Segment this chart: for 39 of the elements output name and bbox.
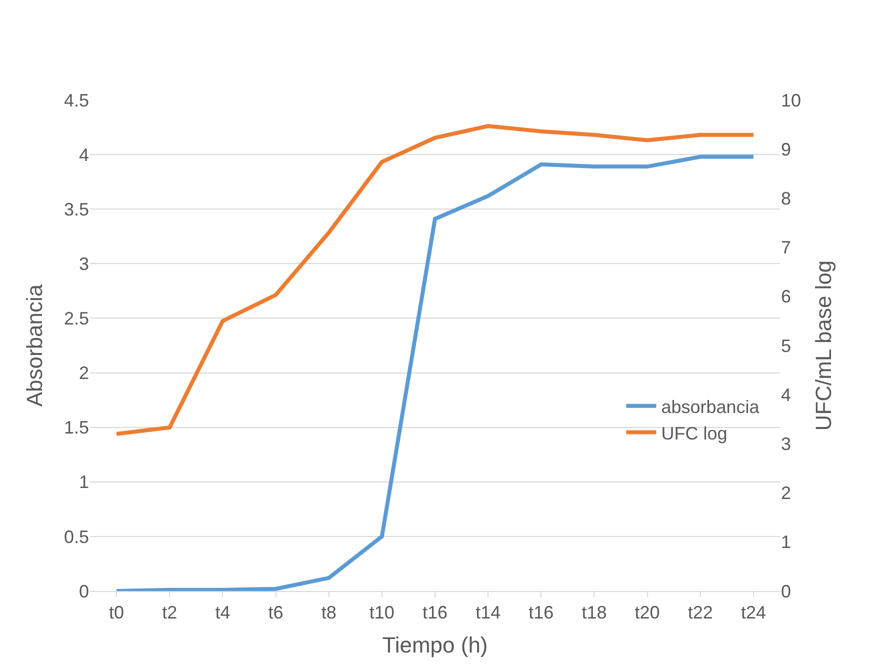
y-tick-label: 1 — [78, 472, 89, 492]
legend-label: absorbancia — [661, 396, 760, 417]
legend-label: UFC log — [661, 423, 728, 444]
x-tick-label: t6 — [268, 602, 284, 623]
x-axis-title: Tiempo (h) — [382, 632, 488, 658]
y-tick-label: 4 — [78, 144, 89, 165]
y-tick-label: 2 — [78, 363, 89, 384]
y2-tick-label: 0 — [781, 581, 792, 602]
y-tick-label: 4.5 — [64, 90, 89, 110]
y-tick-label: 3 — [78, 254, 89, 274]
y-tick-label: 0 — [78, 581, 89, 602]
y2-tick-label: 8 — [781, 188, 792, 208]
y-axis-title: Absorbancia — [22, 284, 47, 407]
x-tick-label: t24 — [740, 602, 766, 623]
x-tick-label: t22 — [688, 602, 713, 623]
x-tick-label: t16 — [422, 602, 448, 623]
x-tick-label: t2 — [162, 602, 178, 623]
x-tick-label: t0 — [109, 602, 124, 623]
y2-tick-label: 10 — [781, 90, 802, 110]
y-tick-label: 2.5 — [64, 308, 89, 329]
y2-tick-label: 2 — [781, 483, 792, 504]
y2-tick-label: 6 — [781, 286, 792, 307]
y2-tick-label: 7 — [781, 238, 792, 258]
x-tick-label: t20 — [634, 602, 660, 623]
y2-tick-label: 9 — [781, 139, 792, 160]
y-tick-label: 1.5 — [64, 418, 89, 438]
y2-axis-title: UFC/mL base log — [810, 260, 836, 431]
y2-tick-label: 1 — [781, 532, 792, 552]
x-tick-label: t8 — [321, 602, 336, 623]
x-tick-label: t4 — [215, 602, 230, 623]
y2-tick-label: 3 — [781, 434, 792, 454]
y-tick-label: 0.5 — [64, 526, 89, 547]
x-tick-label: t10 — [369, 602, 394, 623]
y-tick-label: 3.5 — [64, 199, 89, 220]
y2-tick-label: 4 — [781, 384, 792, 405]
y2-tick-label: 5 — [781, 336, 792, 356]
x-tick-label: t18 — [582, 602, 607, 623]
x-tick-label: t14 — [476, 602, 501, 623]
x-tick-label: t16 — [528, 602, 554, 623]
